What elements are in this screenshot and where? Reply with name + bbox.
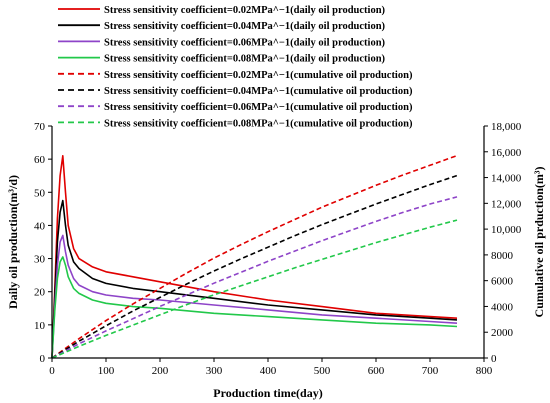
series-line-2 bbox=[51, 199, 458, 359]
x-tick-label: 500 bbox=[314, 365, 331, 377]
x-tick-label: 0 bbox=[49, 365, 55, 377]
y-right-tick-label: 0 bbox=[491, 353, 497, 365]
x-tick-label: 600 bbox=[368, 365, 385, 377]
series-line-6 bbox=[51, 174, 458, 359]
x-tick-label: 100 bbox=[98, 365, 115, 377]
y-left-tick-label: 40 bbox=[34, 220, 46, 232]
y-right-tick-label: 10,000 bbox=[491, 224, 522, 236]
x-axis-title: Production time(day) bbox=[213, 386, 322, 400]
legend-label-1: Stress sensitivity coefficient=0.02MPa^−… bbox=[104, 5, 386, 16]
y-right-tick-label: 12,000 bbox=[491, 198, 522, 210]
series-line-4 bbox=[51, 256, 458, 359]
x-tick-label: 200 bbox=[152, 365, 169, 377]
series-line-3 bbox=[51, 234, 458, 359]
y-left-tick-label: 0 bbox=[40, 353, 46, 365]
x-tick-label: 700 bbox=[422, 365, 439, 377]
legend: Stress sensitivity coefficient=0.02MPa^−… bbox=[58, 5, 413, 129]
legend-label-5: Stress sensitivity coefficient=0.02MPa^−… bbox=[104, 70, 413, 81]
y-right-axis-title: Cumulative oil prduction(m³) bbox=[532, 167, 546, 318]
y-right-tick-label: 18,000 bbox=[491, 121, 522, 133]
y-left-tick-label: 50 bbox=[34, 187, 46, 199]
axes: 0 100 200 300 400 500 600 700 800010203040506070… bbox=[34, 121, 522, 377]
series-line-5 bbox=[51, 154, 458, 359]
series-line-7 bbox=[51, 196, 458, 359]
y-left-tick-label: 20 bbox=[34, 287, 46, 299]
legend-label-3: Stress sensitivity coefficient=0.06MPa^−… bbox=[104, 37, 386, 48]
y-right-tick-label: 2000 bbox=[491, 327, 514, 339]
y-right-tick-label: 16,000 bbox=[491, 147, 522, 159]
x-tick-label: 400 bbox=[260, 365, 277, 377]
plot-area bbox=[51, 154, 458, 359]
series-line-1 bbox=[51, 155, 458, 359]
y-right-tick-label: 14,000 bbox=[491, 173, 522, 185]
y-right-tick-label: 4000 bbox=[491, 301, 514, 313]
x-tick-label: 300 bbox=[206, 365, 223, 377]
y-right-tick-label: 6000 bbox=[491, 276, 514, 288]
y-left-axis-title: Daily oil production(m³/d) bbox=[6, 175, 20, 309]
legend-label-8: Stress sensitivity coefficient=0.08MPa^−… bbox=[104, 118, 413, 129]
legend-label-7: Stress sensitivity coefficient=0.06MPa^−… bbox=[104, 102, 413, 113]
series-line-8 bbox=[51, 219, 458, 359]
y-right-tick-label: 8000 bbox=[491, 250, 514, 262]
legend-label-4: Stress sensitivity coefficient=0.08MPa^−… bbox=[104, 54, 386, 65]
x-tick-label: 800 bbox=[476, 365, 493, 377]
legend-label-2: Stress sensitivity coefficient=0.04MPa^−… bbox=[104, 21, 386, 32]
y-left-tick-label: 10 bbox=[34, 320, 46, 332]
y-left-tick-label: 70 bbox=[34, 121, 46, 133]
y-left-tick-label: 30 bbox=[34, 254, 46, 266]
y-left-tick-label: 60 bbox=[34, 154, 46, 166]
legend-label-6: Stress sensitivity coefficient=0.04MPa^−… bbox=[104, 86, 413, 97]
